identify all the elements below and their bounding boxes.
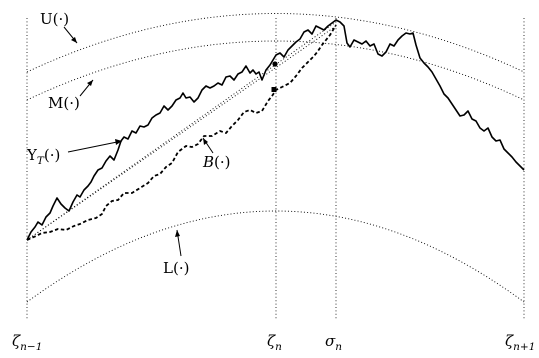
marker-square — [271, 87, 277, 92]
label-upsilon-sub: T — [37, 155, 45, 167]
arrowhead-B — [203, 138, 208, 145]
axis-label-sigma-n-sym: σ — [325, 332, 336, 350]
axis-label-sigma-n: σn — [325, 332, 342, 353]
label-M: M(·) — [48, 94, 80, 112]
marker-circle — [272, 61, 278, 67]
cone-line-lower — [26, 25, 337, 241]
axis-label-sigma-n-sub: n — [335, 341, 342, 353]
axis-label-zeta-prev-sym: ζ — [12, 332, 21, 350]
label-upsilon: ΥT(·) — [26, 146, 60, 167]
axis-label-zeta-next-sym: ζ — [505, 332, 514, 350]
arrowhead-M — [87, 80, 93, 86]
axis-label-zeta-n-sym: ζ — [267, 332, 276, 350]
label-B-symbol: B — [202, 153, 214, 171]
axis-label-zeta-n: ζn — [267, 332, 282, 353]
axis-label-zeta-prev: ζn−1 — [12, 332, 42, 353]
arrow-upsilon — [67, 140, 123, 153]
label-B: B(·) — [202, 153, 231, 171]
axis-label-zeta-next: ζn+1 — [505, 332, 535, 353]
label-B-args: (·) — [214, 153, 230, 171]
axis-label-zeta-prev-sub: n−1 — [20, 341, 42, 353]
label-upsilon-args: (·) — [44, 146, 60, 164]
arrowhead-upsilon — [115, 139, 122, 145]
axis-label-zeta-n-sub: n — [275, 341, 282, 353]
arrowhead-U — [71, 37, 77, 43]
cone-line-upper — [26, 21, 337, 241]
solid-path-upsilon — [26, 19, 525, 241]
label-L: L(·) — [163, 259, 189, 277]
label-upsilon-symbol: Υ — [26, 146, 38, 164]
lower-curve-L — [26, 210, 525, 303]
arrowhead-L — [175, 230, 180, 237]
upper-curve-U — [26, 13, 525, 73]
dashed-path-B — [26, 24, 337, 241]
label-U: U(·) — [40, 10, 69, 28]
axis-label-zeta-next-sub: n+1 — [513, 341, 535, 353]
